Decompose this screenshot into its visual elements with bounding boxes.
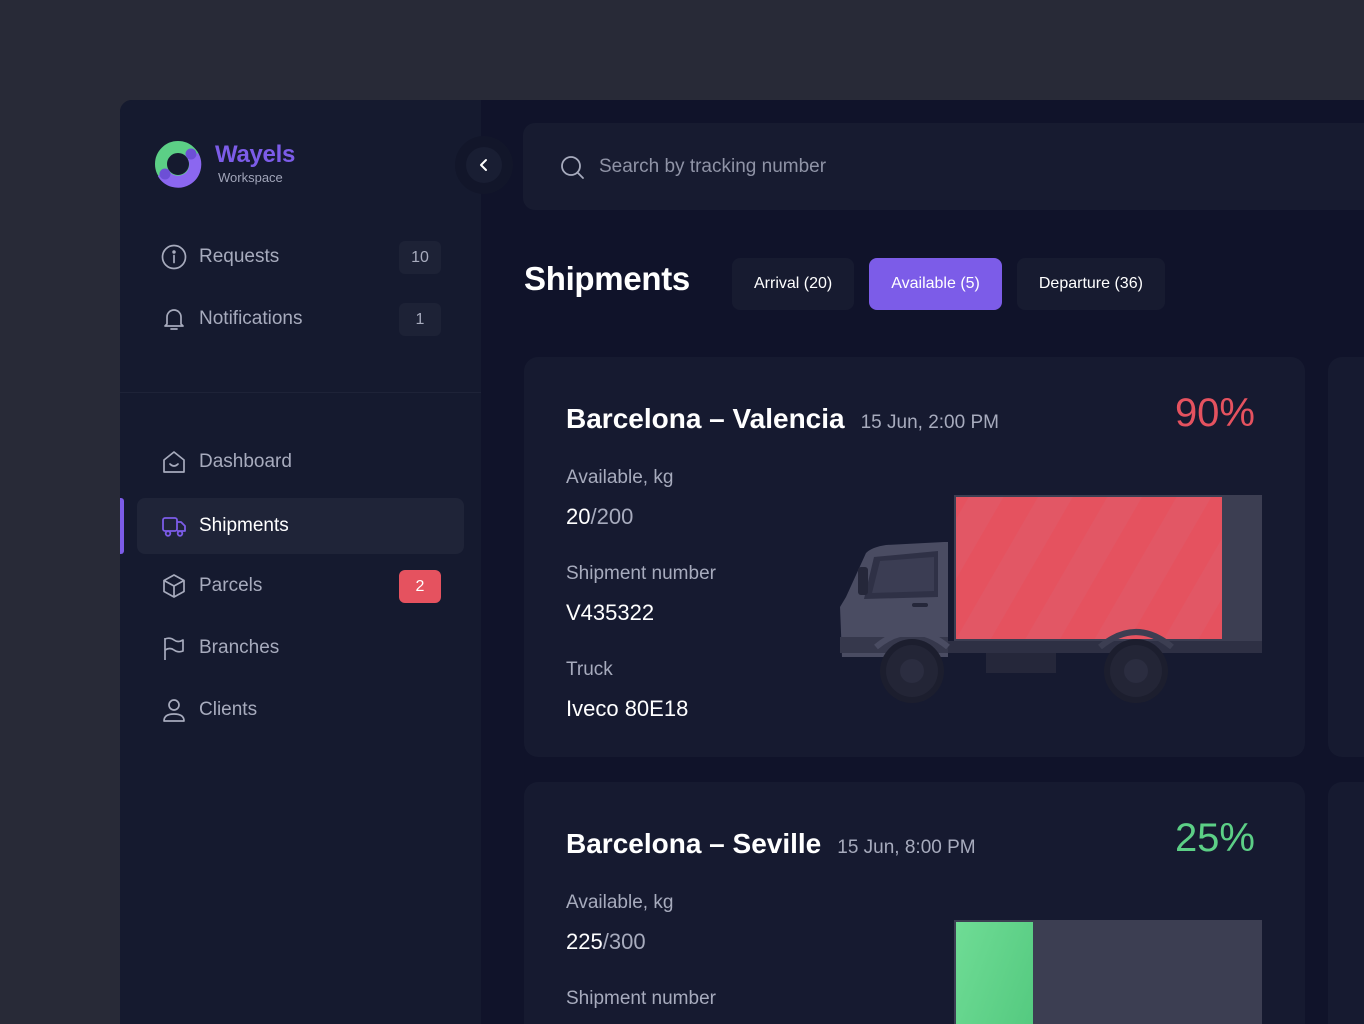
departure-time: 15 Jun, 2:00 PM: [860, 412, 999, 433]
available-label: Available, kg: [566, 467, 674, 488]
flag-icon: [161, 635, 187, 661]
truck-label: Truck: [566, 659, 613, 680]
capacity-kg: 200: [596, 504, 634, 529]
collapse-sidebar-button[interactable]: [455, 136, 513, 194]
info-icon: [161, 244, 187, 270]
brand-name: Wayels: [215, 141, 296, 168]
sidebar-item-parcels[interactable]: Parcels 2: [137, 558, 464, 614]
shipment-number-label: Shipment number: [566, 563, 716, 584]
available-label: Available, kg: [566, 892, 674, 913]
tab-available[interactable]: Available (5): [869, 258, 1002, 310]
truck-icon: [161, 513, 187, 539]
page-title: Shipments: [524, 260, 690, 297]
user-icon: [161, 697, 187, 723]
load-percent: 25%: [1174, 816, 1255, 860]
load-percent: 90%: [1174, 391, 1255, 435]
sidebar: Wayels Workspace Requests 10 Notificatio…: [120, 100, 481, 1024]
sidebar-item-label: Clients: [199, 699, 258, 720]
box-icon: [161, 573, 187, 599]
search-input[interactable]: [599, 155, 1199, 178]
sidebar-item-label: Dashboard: [199, 451, 292, 472]
route-title: Barcelona – Valencia: [566, 403, 845, 434]
available-kg: 225: [566, 929, 603, 954]
capacity-kg: 300: [608, 929, 646, 954]
sidebar-item-dashboard[interactable]: Dashboard: [137, 434, 464, 490]
next-card-peek[interactable]: [1328, 357, 1364, 757]
sidebar-item-clients[interactable]: Clients: [137, 682, 464, 738]
search-icon: [561, 155, 584, 179]
shipment-number: V435322: [566, 600, 655, 625]
app-window: Wayels Workspace Requests 10 Notificatio…: [120, 100, 1364, 1024]
shipment-card[interactable]: Barcelona – Seville 15 Jun, 8:00 PM 25% …: [524, 782, 1305, 1024]
sidebar-item-label: Branches: [199, 637, 280, 658]
tab-departure[interactable]: Departure (36): [1016, 258, 1165, 310]
shipment-filter-tabs: Arrival (20) Available (5) Departure (36…: [732, 258, 1165, 310]
next-card-peek[interactable]: [1328, 782, 1364, 1024]
departure-time: 15 Jun, 8:00 PM: [837, 837, 976, 858]
truck-model: Iveco 80E18: [566, 696, 689, 721]
sidebar-item-label: Parcels: [199, 575, 263, 596]
sidebar-item-notifications[interactable]: Notifications 1: [137, 291, 464, 347]
shipment-number-label: Shipment number: [566, 988, 716, 1009]
chevron-left-icon: [480, 159, 487, 171]
brand-subtitle: Workspace: [218, 170, 283, 185]
home-icon: [161, 449, 187, 475]
brand[interactable]: Wayels Workspace: [154, 140, 295, 188]
active-indicator: [120, 498, 124, 554]
available-value: 225/300: [566, 929, 646, 955]
sidebar-divider: [120, 392, 481, 393]
logo-icon: [155, 141, 202, 188]
bell-icon: [161, 306, 187, 332]
requests-count-badge: 10: [399, 241, 441, 274]
available-value: 20/200: [566, 504, 633, 530]
available-kg: 20: [566, 504, 591, 529]
sidebar-item-branches[interactable]: Branches: [137, 620, 464, 676]
sidebar-item-requests[interactable]: Requests 10: [137, 229, 464, 285]
parcels-count-badge: 2: [399, 570, 441, 603]
sidebar-item-label: Notifications: [199, 308, 303, 329]
separator: /: [590, 504, 597, 529]
sidebar-item-label: Requests: [199, 246, 280, 267]
truck-illustration: [840, 495, 1262, 703]
separator: /: [602, 929, 609, 954]
search-bar: [523, 123, 1364, 210]
route-title: Barcelona – Seville: [566, 828, 822, 859]
truck-illustration: [954, 920, 1262, 1024]
sidebar-item-shipments[interactable]: Shipments: [137, 498, 464, 554]
tab-arrival[interactable]: Arrival (20): [732, 258, 855, 310]
shipment-card[interactable]: Barcelona – Valencia 15 Jun, 2:00 PM 90%…: [524, 357, 1305, 757]
sidebar-item-label: Shipments: [199, 515, 289, 536]
notifications-count-badge: 1: [399, 303, 441, 336]
